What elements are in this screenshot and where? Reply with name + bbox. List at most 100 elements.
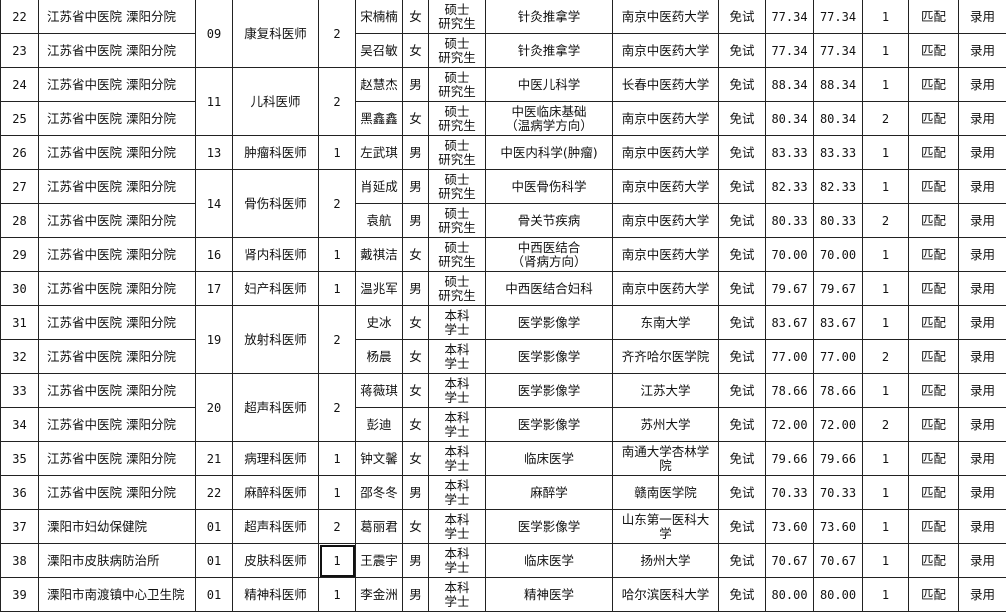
score-cell[interactable]: 72.00	[765, 407, 814, 442]
match-cell[interactable]: 匹配	[908, 169, 959, 204]
result-cell[interactable]: 录用	[958, 203, 1006, 238]
name-cell[interactable]: 葛丽君	[355, 509, 403, 544]
match-cell[interactable]: 匹配	[908, 101, 959, 136]
school-cell[interactable]: 扬州大学	[612, 543, 719, 578]
rank-cell[interactable]: 1	[862, 135, 909, 170]
rank-cell[interactable]: 1	[862, 169, 909, 204]
rank-cell[interactable]: 1	[862, 33, 909, 68]
total-score-cell[interactable]: 83.33	[813, 135, 863, 170]
result-cell[interactable]: 录用	[958, 543, 1006, 578]
score-cell[interactable]: 70.67	[765, 543, 814, 578]
name-cell[interactable]: 钟文馨	[355, 441, 403, 476]
score-cell[interactable]: 70.33	[765, 475, 814, 510]
index-cell[interactable]: 24	[0, 67, 39, 102]
index-cell[interactable]: 39	[0, 577, 39, 612]
result-cell[interactable]: 录用	[958, 67, 1006, 102]
gender-cell[interactable]: 女	[402, 237, 429, 272]
school-cell[interactable]: 南京中医药大学	[612, 203, 719, 238]
rank-cell[interactable]: 1	[862, 441, 909, 476]
score-cell[interactable]: 77.34	[765, 33, 814, 68]
hire-count-cell[interactable]: 1	[318, 271, 356, 306]
exam-cell[interactable]: 免试	[718, 0, 766, 34]
gender-cell[interactable]: 男	[402, 203, 429, 238]
score-cell[interactable]: 80.33	[765, 203, 814, 238]
hire-count-cell[interactable]: 1	[318, 237, 356, 272]
unit-cell[interactable]: 江苏省中医院 溧阳分院	[38, 203, 196, 238]
rank-cell[interactable]: 1	[862, 305, 909, 340]
name-cell[interactable]: 吴召敏	[355, 33, 403, 68]
position-name-cell[interactable]: 麻醉科医师	[232, 475, 319, 510]
exam-cell[interactable]: 免试	[718, 373, 766, 408]
hire-count-cell[interactable]: 2	[318, 305, 356, 374]
result-cell[interactable]: 录用	[958, 509, 1006, 544]
position-code-cell[interactable]: 17	[195, 271, 233, 306]
name-cell[interactable]: 蒋薇琪	[355, 373, 403, 408]
gender-cell[interactable]: 男	[402, 135, 429, 170]
name-cell[interactable]: 戴祺洁	[355, 237, 403, 272]
position-name-cell[interactable]: 康复科医师	[232, 0, 319, 68]
rank-cell[interactable]: 2	[862, 203, 909, 238]
exam-cell[interactable]: 免试	[718, 203, 766, 238]
score-cell[interactable]: 83.33	[765, 135, 814, 170]
hire-count-cell[interactable]: 1	[318, 441, 356, 476]
rank-cell[interactable]: 1	[862, 0, 909, 34]
score-cell[interactable]: 77.00	[765, 339, 814, 374]
exam-cell[interactable]: 免试	[718, 271, 766, 306]
name-cell[interactable]: 赵慧杰	[355, 67, 403, 102]
exam-cell[interactable]: 免试	[718, 441, 766, 476]
result-cell[interactable]: 录用	[958, 305, 1006, 340]
position-name-cell[interactable]: 超声科医师	[232, 509, 319, 544]
match-cell[interactable]: 匹配	[908, 373, 959, 408]
total-score-cell[interactable]: 82.33	[813, 169, 863, 204]
position-name-cell[interactable]: 放射科医师	[232, 305, 319, 374]
major-cell[interactable]: 医学影像学	[485, 305, 613, 340]
gender-cell[interactable]: 女	[402, 33, 429, 68]
index-cell[interactable]: 32	[0, 339, 39, 374]
match-cell[interactable]: 匹配	[908, 543, 959, 578]
education-cell[interactable]: 硕士 研究生	[428, 203, 486, 238]
result-cell[interactable]: 录用	[958, 101, 1006, 136]
total-score-cell[interactable]: 79.67	[813, 271, 863, 306]
education-cell[interactable]: 本科 学士	[428, 509, 486, 544]
name-cell[interactable]: 黑鑫鑫	[355, 101, 403, 136]
gender-cell[interactable]: 男	[402, 475, 429, 510]
gender-cell[interactable]: 女	[402, 339, 429, 374]
match-cell[interactable]: 匹配	[908, 577, 959, 612]
score-cell[interactable]: 70.00	[765, 237, 814, 272]
position-code-cell[interactable]: 16	[195, 237, 233, 272]
school-cell[interactable]: 南京中医药大学	[612, 169, 719, 204]
exam-cell[interactable]: 免试	[718, 475, 766, 510]
match-cell[interactable]: 匹配	[908, 271, 959, 306]
gender-cell[interactable]: 女	[402, 305, 429, 340]
total-score-cell[interactable]: 80.34	[813, 101, 863, 136]
position-name-cell[interactable]: 皮肤科医师	[232, 543, 319, 578]
name-cell[interactable]: 袁航	[355, 203, 403, 238]
unit-cell[interactable]: 溧阳市南渡镇中心卫生院	[38, 577, 196, 612]
major-cell[interactable]: 中西医结合 （肾病方向）	[485, 237, 613, 272]
index-cell[interactable]: 35	[0, 441, 39, 476]
gender-cell[interactable]: 男	[402, 577, 429, 612]
gender-cell[interactable]: 女	[402, 407, 429, 442]
hire-count-cell[interactable]: 1	[318, 543, 356, 578]
education-cell[interactable]: 本科 学士	[428, 475, 486, 510]
exam-cell[interactable]: 免试	[718, 101, 766, 136]
rank-cell[interactable]: 1	[862, 237, 909, 272]
match-cell[interactable]: 匹配	[908, 237, 959, 272]
gender-cell[interactable]: 女	[402, 441, 429, 476]
rank-cell[interactable]: 1	[862, 373, 909, 408]
result-cell[interactable]: 录用	[958, 0, 1006, 34]
major-cell[interactable]: 中医儿科学	[485, 67, 613, 102]
major-cell[interactable]: 中西医结合妇科	[485, 271, 613, 306]
education-cell[interactable]: 本科 学士	[428, 577, 486, 612]
school-cell[interactable]: 苏州大学	[612, 407, 719, 442]
major-cell[interactable]: 精神医学	[485, 577, 613, 612]
exam-cell[interactable]: 免试	[718, 543, 766, 578]
match-cell[interactable]: 匹配	[908, 475, 959, 510]
score-cell[interactable]: 83.67	[765, 305, 814, 340]
position-code-cell[interactable]: 01	[195, 509, 233, 544]
index-cell[interactable]: 34	[0, 407, 39, 442]
major-cell[interactable]: 中医内科学(肿瘤)	[485, 135, 613, 170]
rank-cell[interactable]: 1	[862, 475, 909, 510]
score-cell[interactable]: 80.34	[765, 101, 814, 136]
gender-cell[interactable]: 男	[402, 543, 429, 578]
